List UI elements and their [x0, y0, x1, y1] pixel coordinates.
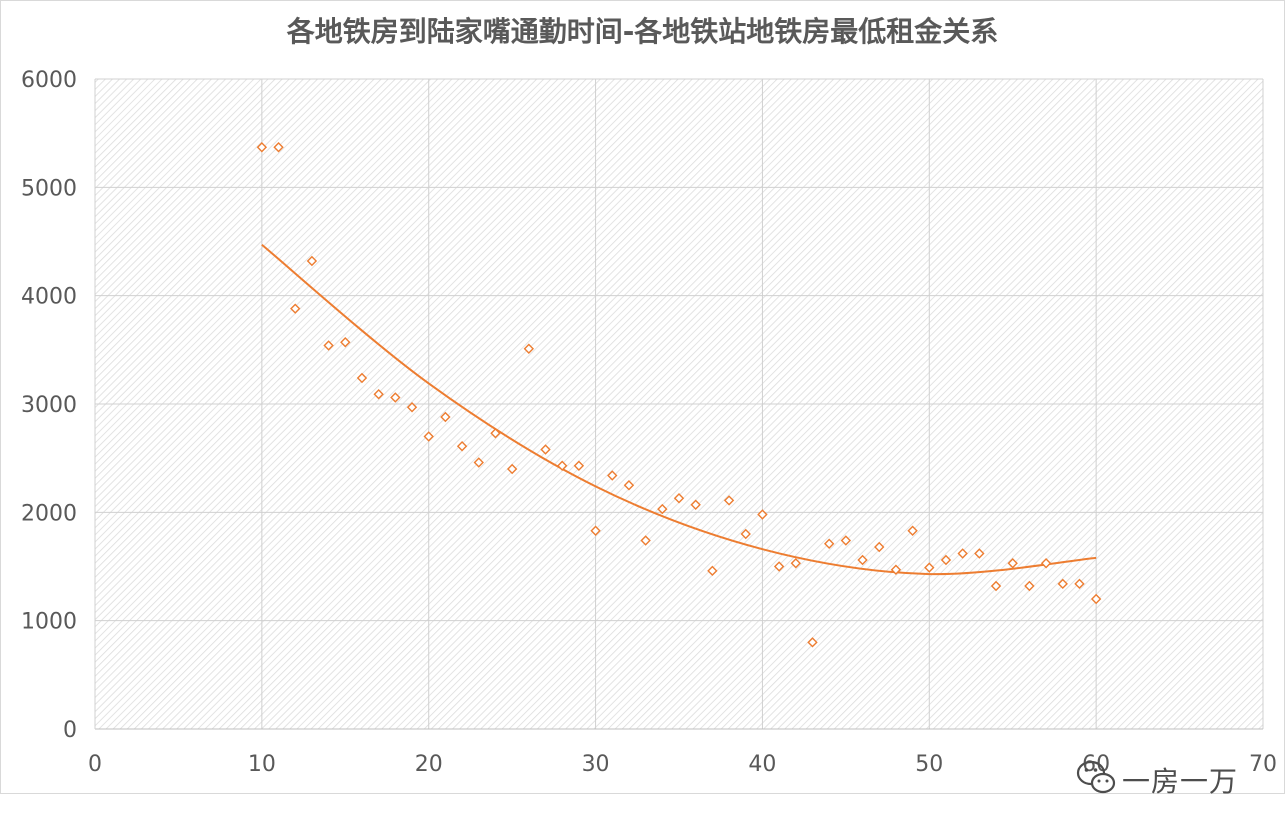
- data-point: [723, 495, 735, 506]
- x-tick-label: 0: [88, 752, 102, 777]
- data-point: [974, 548, 985, 559]
- data-point: [356, 372, 368, 384]
- data-point: [590, 525, 601, 536]
- data-point: [640, 535, 651, 546]
- data-point: [1007, 558, 1018, 569]
- data-point: [957, 548, 968, 559]
- data-point: [256, 142, 268, 153]
- data-point: [390, 392, 401, 403]
- data-point: [1040, 558, 1052, 569]
- y-tick-label: 0: [63, 718, 77, 743]
- data-point: [740, 528, 751, 540]
- data-point: [807, 637, 818, 648]
- data-point: [607, 470, 618, 481]
- x-tick-label: 40: [748, 752, 776, 777]
- data-point: [373, 389, 384, 400]
- data-point: [657, 503, 668, 515]
- data-point: [340, 337, 351, 348]
- data-point: [823, 538, 835, 549]
- data-point: [306, 255, 318, 267]
- y-tick-label: 2000: [21, 501, 77, 526]
- data-point: [673, 493, 685, 504]
- data-points: [256, 142, 1102, 648]
- data-point: [1057, 578, 1068, 590]
- x-tick-label: 30: [582, 752, 610, 777]
- data-point: [1074, 578, 1085, 590]
- data-point: [540, 444, 551, 455]
- x-tick-label: 60: [1082, 752, 1110, 777]
- data-point: [623, 480, 635, 491]
- data-point: [440, 411, 451, 423]
- watermark-text: 一房一万: [1122, 765, 1239, 798]
- chart-title: 各地铁房到陆家嘴通勤时间-各地铁站地铁房最低租金关系: [286, 15, 999, 48]
- data-point: [857, 554, 868, 566]
- watermark: 一房一万: [1076, 752, 1276, 802]
- data-point: [406, 402, 418, 413]
- data-point: [790, 558, 801, 569]
- data-point: [940, 554, 952, 566]
- grid-lines: [95, 78, 1264, 729]
- data-point: [924, 562, 935, 573]
- data-point: [690, 499, 701, 510]
- data-point: [323, 340, 334, 351]
- y-tick-label: 6000: [21, 68, 77, 93]
- y-tick-label: 1000: [21, 610, 77, 635]
- y-tick-label: 5000: [21, 176, 77, 201]
- data-point: [273, 142, 284, 153]
- wechat-icon: [1076, 760, 1116, 794]
- data-point: [456, 441, 468, 452]
- trendline-layer: [261, 243, 1097, 576]
- data-point: [557, 460, 568, 471]
- data-point: [506, 463, 518, 475]
- data-point: [757, 509, 768, 520]
- trendline: [261, 243, 1097, 576]
- data-point: [573, 460, 585, 471]
- data-point: [290, 303, 301, 314]
- x-tick-label: 70: [1249, 752, 1277, 777]
- data-point: [523, 343, 535, 354]
- data-point: [840, 535, 852, 546]
- data-point: [423, 431, 434, 442]
- data-point: [707, 565, 718, 577]
- data-point: [473, 457, 484, 468]
- axes: 0 1000 2000 3000 4000 5000 6000 0 10 20 30 40 50 60 70: [21, 68, 1277, 777]
- y-tick-label: 4000: [21, 285, 77, 310]
- x-tick-label: 50: [915, 752, 943, 777]
- data-point: [1090, 593, 1102, 605]
- x-tick-label: 20: [415, 752, 443, 777]
- x-tick-label: 10: [248, 752, 276, 777]
- data-point: [490, 428, 501, 439]
- data-point: [990, 580, 1002, 592]
- data-point: [890, 564, 902, 575]
- y-tick-label: 3000: [21, 393, 77, 418]
- data-point: [907, 525, 918, 536]
- data-point: [874, 541, 885, 553]
- data-point: [1024, 580, 1035, 592]
- data-point: [773, 561, 785, 572]
